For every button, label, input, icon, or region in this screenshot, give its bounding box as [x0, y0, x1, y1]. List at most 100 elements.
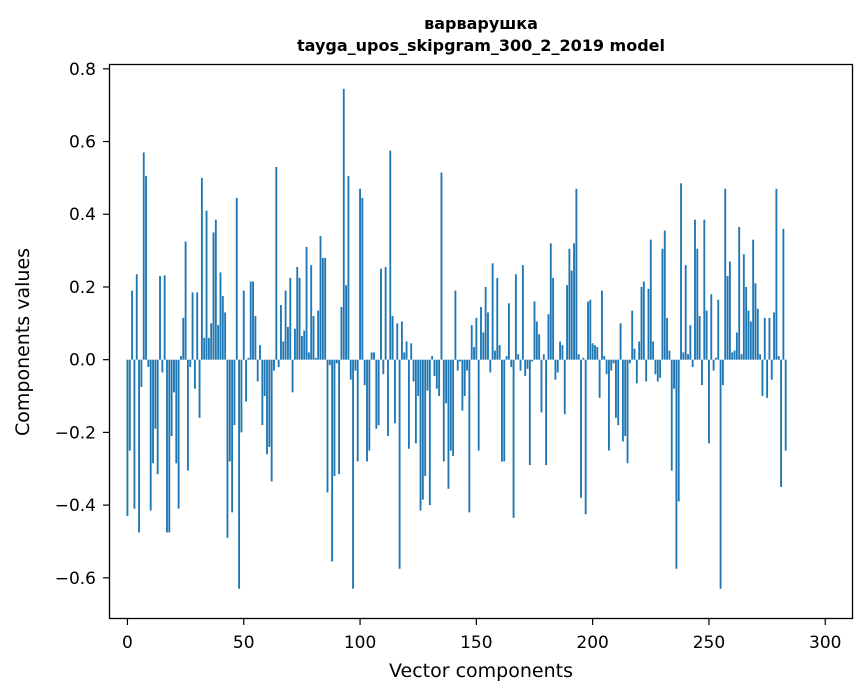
- bar: [438, 359, 441, 397]
- bar: [535, 321, 538, 360]
- bar: [719, 359, 722, 589]
- bar: [633, 348, 636, 360]
- y-tick-label: 0.4: [69, 205, 96, 225]
- x-tick-label: 0: [122, 633, 133, 653]
- bar: [431, 356, 434, 360]
- bar: [370, 352, 373, 360]
- bar: [396, 323, 399, 360]
- bar: [715, 357, 717, 360]
- bar: [514, 274, 517, 360]
- bar: [133, 359, 136, 509]
- bar: [724, 188, 727, 360]
- bar: [335, 359, 338, 364]
- x-tick-label: 100: [344, 633, 376, 653]
- x-tick-label: 150: [460, 633, 492, 653]
- bar: [445, 359, 448, 404]
- bar: [461, 359, 464, 411]
- bar: [635, 359, 638, 384]
- bar: [387, 359, 389, 437]
- bar: [759, 354, 762, 360]
- bar: [668, 350, 671, 360]
- bar: [400, 321, 403, 360]
- bar: [375, 359, 378, 429]
- y-tick-label: 0.0: [69, 351, 96, 371]
- bar: [312, 316, 315, 360]
- bar: [417, 359, 420, 397]
- bar: [303, 330, 306, 360]
- bar: [687, 354, 689, 360]
- bar: [182, 317, 185, 360]
- bar: [482, 332, 485, 360]
- bar: [384, 266, 387, 360]
- bar: [749, 321, 752, 360]
- bar: [333, 359, 336, 477]
- bar: [207, 337, 210, 360]
- bar: [766, 359, 769, 398]
- bar: [663, 230, 666, 360]
- bar: [598, 359, 601, 398]
- bar: [770, 359, 773, 380]
- bar: [552, 277, 555, 360]
- bar: [705, 310, 708, 360]
- bar: [763, 317, 766, 360]
- bar: [682, 352, 685, 360]
- bar: [163, 275, 166, 360]
- bar: [740, 354, 743, 360]
- bar: [433, 359, 436, 377]
- bar: [612, 359, 615, 364]
- bar: [689, 325, 692, 360]
- bar: [580, 359, 582, 498]
- bar: [193, 359, 196, 389]
- bar: [131, 290, 134, 360]
- bar: [624, 359, 627, 437]
- bar: [419, 359, 422, 511]
- bar: [177, 359, 180, 509]
- bar: [775, 188, 778, 360]
- bar: [647, 288, 650, 360]
- bar: [273, 359, 275, 371]
- bar: [259, 345, 261, 360]
- bar: [270, 359, 273, 482]
- bar: [573, 243, 575, 360]
- bar: [726, 276, 729, 360]
- bar: [373, 352, 375, 360]
- bar: [761, 359, 764, 397]
- bar: [742, 254, 745, 360]
- bar: [389, 150, 392, 360]
- bar: [382, 359, 385, 375]
- bar: [661, 248, 664, 360]
- bar: [577, 354, 580, 360]
- bar: [342, 88, 345, 360]
- bar: [710, 294, 713, 360]
- bar: [135, 274, 138, 360]
- bar: [314, 357, 317, 360]
- bar: [140, 359, 143, 387]
- bar: [154, 359, 157, 429]
- bar: [512, 359, 515, 518]
- bar: [277, 359, 280, 367]
- bar: [756, 308, 759, 360]
- bar: [477, 359, 480, 451]
- bar: [570, 270, 573, 360]
- bar: [228, 359, 231, 462]
- bar: [524, 359, 527, 377]
- bar: [480, 306, 482, 360]
- bar: [626, 359, 629, 464]
- bar: [240, 359, 243, 433]
- bar: [549, 243, 552, 360]
- bar: [501, 359, 503, 462]
- bar: [203, 337, 206, 360]
- bar: [582, 357, 585, 360]
- bar: [531, 359, 534, 362]
- bar: [459, 359, 461, 362]
- bar: [638, 341, 641, 360]
- bar: [407, 359, 410, 449]
- bar: [621, 359, 624, 442]
- bar: [745, 286, 748, 360]
- bar: [354, 359, 357, 371]
- bar: [293, 328, 296, 360]
- bar: [673, 359, 675, 389]
- bar: [556, 359, 559, 373]
- x-tick-label: 200: [576, 633, 608, 653]
